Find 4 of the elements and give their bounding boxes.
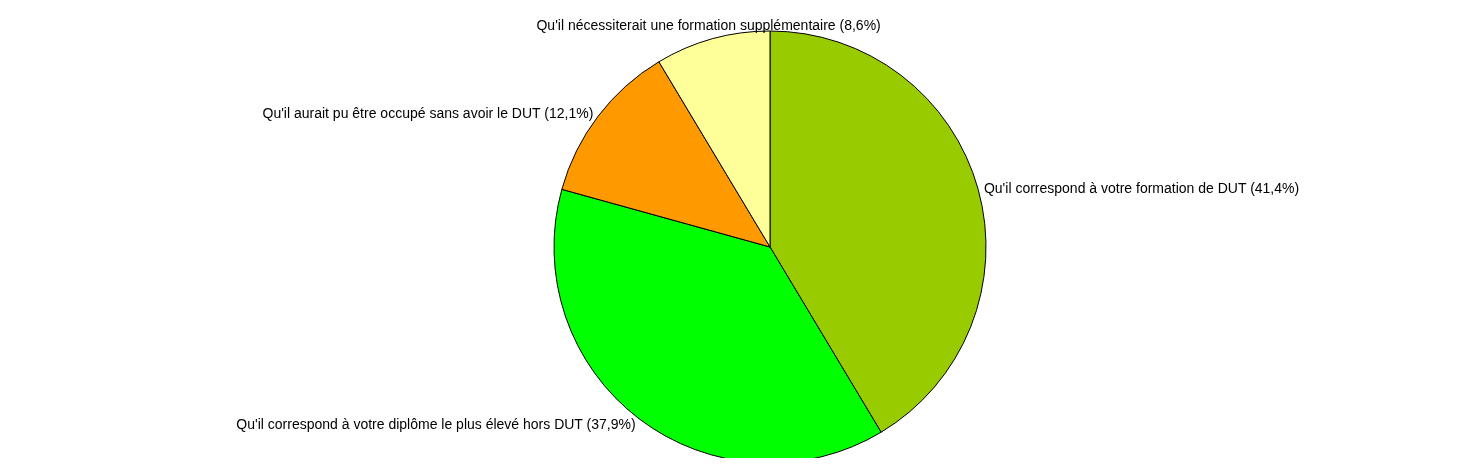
- slice-label: Qu'il correspond à votre diplôme le plus élevé hors DUT (37,9%): [236, 415, 636, 432]
- slice-label: Qu'il nécessiterait une formation supplémentaire (8,6%): [536, 17, 881, 34]
- slice-label: Qu'il correspond à votre formation de DUT (41,4%): [983, 179, 1300, 196]
- slice-label: Qu'il aurait pu être occupé sans avoir le DUT (12,1%): [262, 104, 594, 121]
